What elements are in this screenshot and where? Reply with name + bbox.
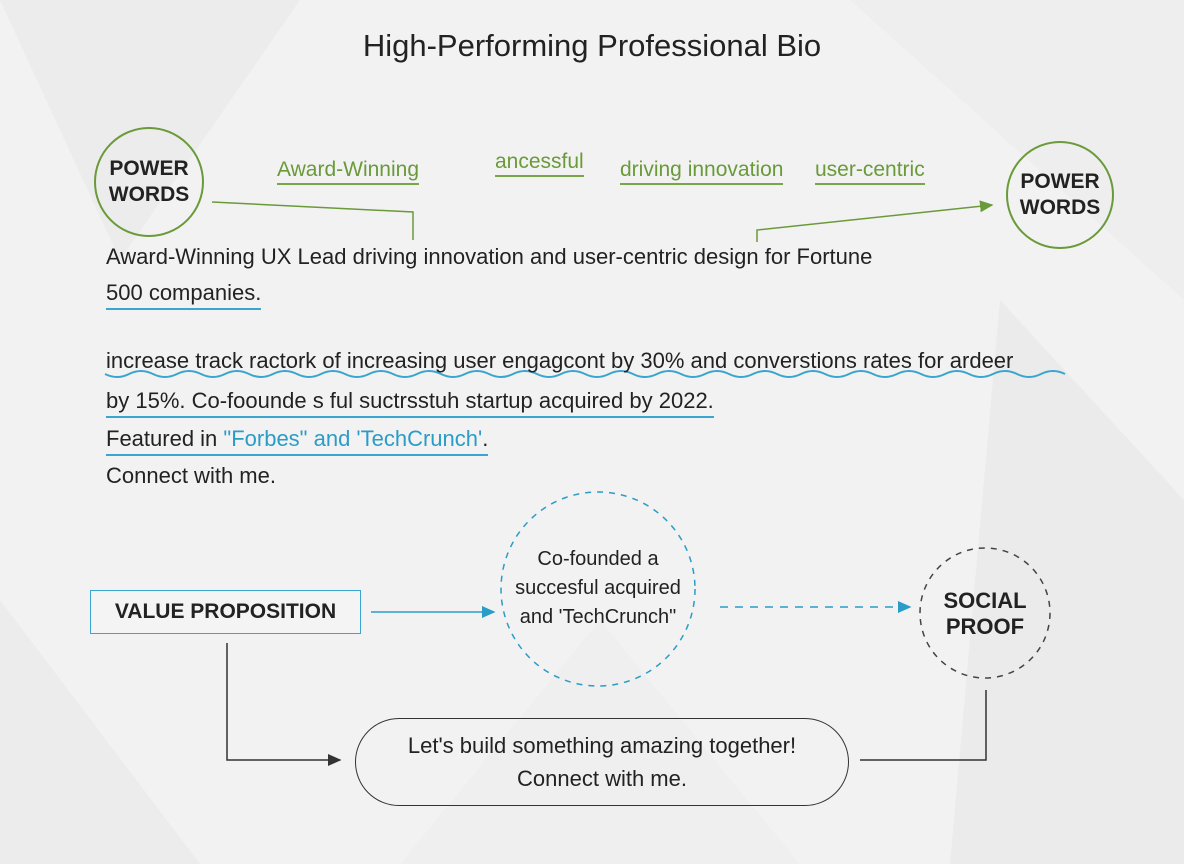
cta-to-social-connector [860, 690, 987, 761]
cta-pill: Let's build something amazing together! … [355, 718, 849, 806]
middle-circle-line2: succesful acquired [515, 577, 681, 599]
bio-line-6: Connect with me. [106, 463, 276, 488]
power-words-right-line2: WORDS [1019, 196, 1101, 219]
left-connector [211, 201, 414, 240]
page-title: High-Performing Professional Bio [362, 28, 822, 63]
cta-line2: Connect with me. [517, 766, 687, 791]
middle-dashed-circle [500, 491, 696, 687]
featured-suffix: . [482, 426, 489, 451]
power-words-right: POWER WORDS [1006, 169, 1114, 221]
wavy-underline [104, 370, 1066, 378]
keyword-ancessful: ancessful [495, 150, 584, 177]
middle-circle-line3: and 'TechCrunch" [519, 606, 677, 628]
vp-to-cta-connector [226, 643, 342, 766]
middle-circle-text: Co-founded a succesful acquired and 'Tec… [500, 545, 696, 632]
social-proof-line1: SOCIAL [943, 588, 1027, 613]
power-words-right-circle [1006, 141, 1114, 249]
power-words-left-line2: WORDS [108, 183, 190, 206]
bio-line-2: 500 companies. [106, 280, 262, 310]
featured-prefix: Featured in [106, 426, 224, 451]
power-words-left-line1: POWER [109, 157, 189, 180]
social-proof-circle [919, 547, 1051, 679]
social-proof-label: SOCIAL PROOF [925, 588, 1045, 640]
power-words-right-line1: POWER [1020, 170, 1100, 193]
power-words-left: POWER WORDS [95, 156, 203, 208]
bio-line-4: by 15%. Co-foounde s ful suctrsstuh star… [106, 388, 714, 418]
bio-line-5: Featured in "Forbes" and 'TechCrunch'. [106, 426, 489, 456]
bio-line-3: increase track ractork of increasing use… [106, 348, 1014, 373]
featured-publications: "Forbes" and 'TechCrunch' [223, 426, 483, 451]
value-proposition-box: VALUE PROPOSITION [90, 590, 361, 634]
right-connector [756, 200, 994, 242]
cta-line1: Let's build something amazing together! [407, 733, 797, 758]
middle-circle-line1: Co-founded a [537, 548, 659, 570]
keyword-driving-innovation: driving innovation [620, 158, 784, 185]
keyword-user-centric: user-centric [815, 158, 925, 185]
bio-line-1: Award-Winning UX Lead driving innovation… [106, 244, 873, 269]
social-proof-line2: PROOF [945, 614, 1025, 639]
keyword-award-winning: Award-Winning [277, 158, 420, 185]
power-words-left-circle [94, 127, 204, 237]
